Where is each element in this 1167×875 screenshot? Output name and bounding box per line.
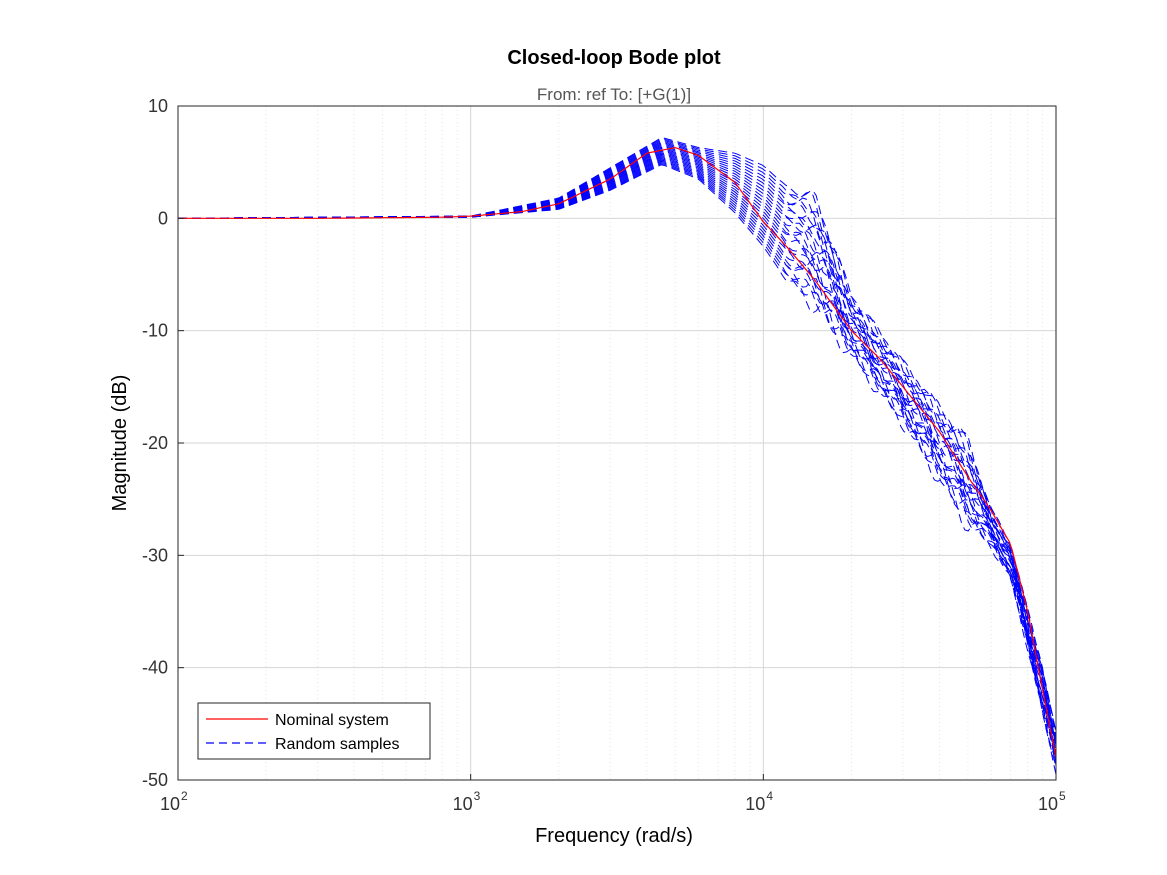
nominal-system-layer [178,147,1057,758]
random-sample-curve [178,137,1057,733]
x-tick-label: 10 5 [1038,789,1066,814]
y-tick-label: -10 [142,321,168,341]
legend-box [197,702,431,760]
y-tick-label: -20 [142,433,168,453]
x-tick-exponent: 5 [1059,789,1066,803]
grid [178,106,1056,780]
x-tick-base: 10 [1038,794,1058,814]
y-tick-label: 10 [148,96,168,116]
x-tick-exponent: 4 [766,789,773,803]
legend-label-random: Random samples [275,736,400,753]
x-tick-labels: 10 2 10 3 10 4 10 5 [160,774,1066,814]
x-tick-label: 10 4 [745,789,773,814]
y-tick-labels: 10 0 -10 -20 -30 -40 -50 [142,96,184,790]
x-tick-label: 10 2 [160,789,188,814]
y-tick-label: -50 [142,770,168,790]
nominal-system-curve [178,147,1057,758]
y-tick-label: -30 [142,545,168,565]
y-tick-label: -40 [142,658,168,678]
y-axis-label: Magnitude (dB) [109,375,131,512]
legend-label-nominal: Nominal system [275,712,389,729]
y-tick-label: 0 [158,208,168,228]
x-tick-base: 10 [745,794,765,814]
x-axis-label: Frequency (rad/s) [535,825,693,847]
x-tick-exponent: 3 [474,789,481,803]
x-tick-exponent: 2 [181,789,188,803]
chart-title: Closed-loop Bode plot [507,47,721,69]
x-tick-label: 10 3 [453,789,481,814]
chart-subtitle: From: ref To: [+G(1)] [537,85,691,104]
x-tick-base: 10 [160,794,180,814]
legend: Nominal system Random samples [197,702,431,760]
x-tick-base: 10 [453,794,473,814]
